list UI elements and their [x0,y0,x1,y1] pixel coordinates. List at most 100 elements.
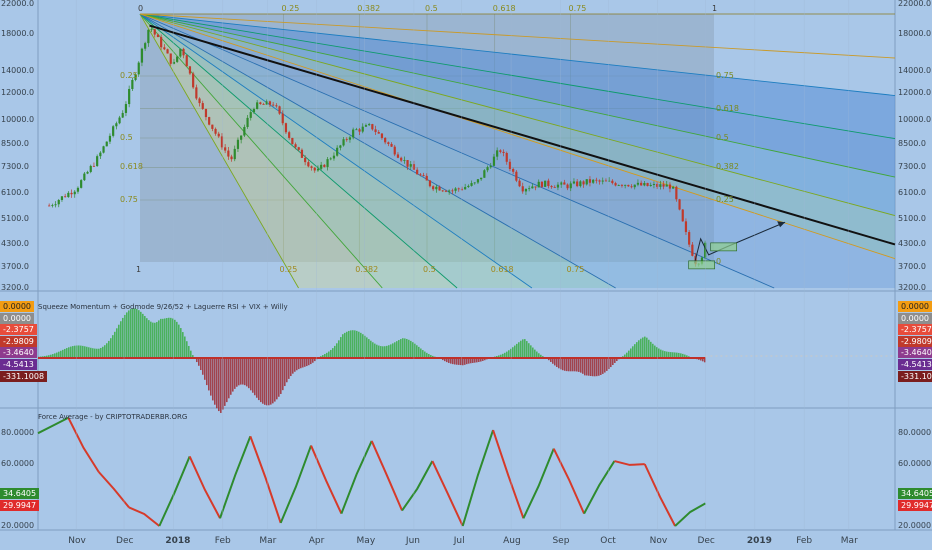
candle [345,139,348,141]
candle [518,180,521,187]
squeeze-bar [634,344,636,358]
candle [425,175,428,181]
candle [384,137,387,143]
fib-left-label: 0.25 [120,71,138,80]
squeeze-bar [226,358,228,403]
squeeze-bar [346,331,348,358]
squeeze-bar [660,349,662,358]
squeeze-bar [574,358,576,372]
candle [406,160,409,167]
candle [630,186,633,188]
candle [288,132,291,138]
candle [454,188,457,191]
projection-arrowhead [777,221,786,228]
squeeze-bar [382,346,384,358]
squeeze-bar [370,340,372,358]
squeeze-bar [148,320,150,358]
candle [131,79,134,89]
squeeze-bar [152,322,154,358]
candle [476,179,480,183]
x-tick-label: Mar [259,536,277,546]
candle [316,168,320,171]
candle [112,126,115,136]
fib-right-label: 0.382 [716,162,739,172]
squeeze-bar [240,358,242,385]
force-line-segment [522,448,555,519]
squeeze-bar [312,358,314,363]
force-line-segment [37,416,69,435]
squeeze-bar [268,358,270,406]
candle [204,108,208,118]
squeeze-bar [350,330,352,358]
candle [505,152,508,162]
squeeze-bar [80,345,82,358]
candle [329,158,332,160]
squeeze-bar [402,338,404,358]
candle [560,182,563,185]
squeeze-bar [482,358,484,361]
y-tick-label: 6100.0 [1,187,29,197]
squeeze-bar [588,358,590,376]
candle [124,104,128,113]
squeeze-bar [190,350,192,358]
squeeze-bar [476,358,478,363]
squeeze-bar [516,343,518,358]
candle [214,128,217,134]
candle [153,29,156,35]
candle [377,132,380,134]
candle [310,166,313,168]
squeeze-bar [74,345,76,358]
squeeze-bar [122,317,124,358]
squeeze-bar [392,343,394,358]
squeeze-value-badge: 0.0000 [0,312,34,324]
candle [486,167,489,171]
squeeze-bar [82,345,84,358]
candle [73,191,76,195]
force-y-tick: 80.0000 [1,428,35,438]
candle [60,196,64,201]
squeeze-bar [686,355,688,358]
squeeze-bar [376,344,378,358]
candle [569,183,572,189]
squeeze-bar [218,358,220,412]
squeeze-bar [498,355,500,358]
squeeze-bar [658,348,660,358]
candle [342,139,345,146]
squeeze-bar [646,337,648,358]
squeeze-bar [164,318,166,358]
squeeze-bar [614,358,616,363]
squeeze-bar [630,348,632,358]
x-tick-label: May [356,536,376,546]
y-tick-label: 22000.0 [898,0,932,8]
squeeze-bar [310,358,312,365]
candle [256,102,259,109]
candle [601,180,604,182]
candle [544,180,547,187]
candle [179,48,182,57]
squeeze-bar [276,358,278,400]
squeeze-bar [220,358,222,413]
candle [320,164,323,169]
x-tick-label: Oct [600,536,616,546]
candle [508,161,512,169]
candle [627,184,630,187]
candle [691,244,694,256]
squeeze-bar [142,313,144,358]
squeeze-value-badge: -2.3757 [898,324,932,336]
squeeze-bar [604,358,606,373]
fib-top-label: 0.618 [492,4,516,13]
squeeze-bar [64,348,66,358]
squeeze-bar [472,358,474,363]
candle [268,101,272,105]
squeeze-bar [308,358,310,366]
squeeze-bar [202,358,204,375]
candle [54,204,57,206]
candle [633,184,636,188]
x-tick-label: Feb [214,536,231,546]
candle [620,185,624,186]
squeeze-bar [578,358,580,372]
squeeze-bar [256,358,258,398]
squeeze-bar [642,337,644,358]
squeeze-bar [518,342,520,358]
